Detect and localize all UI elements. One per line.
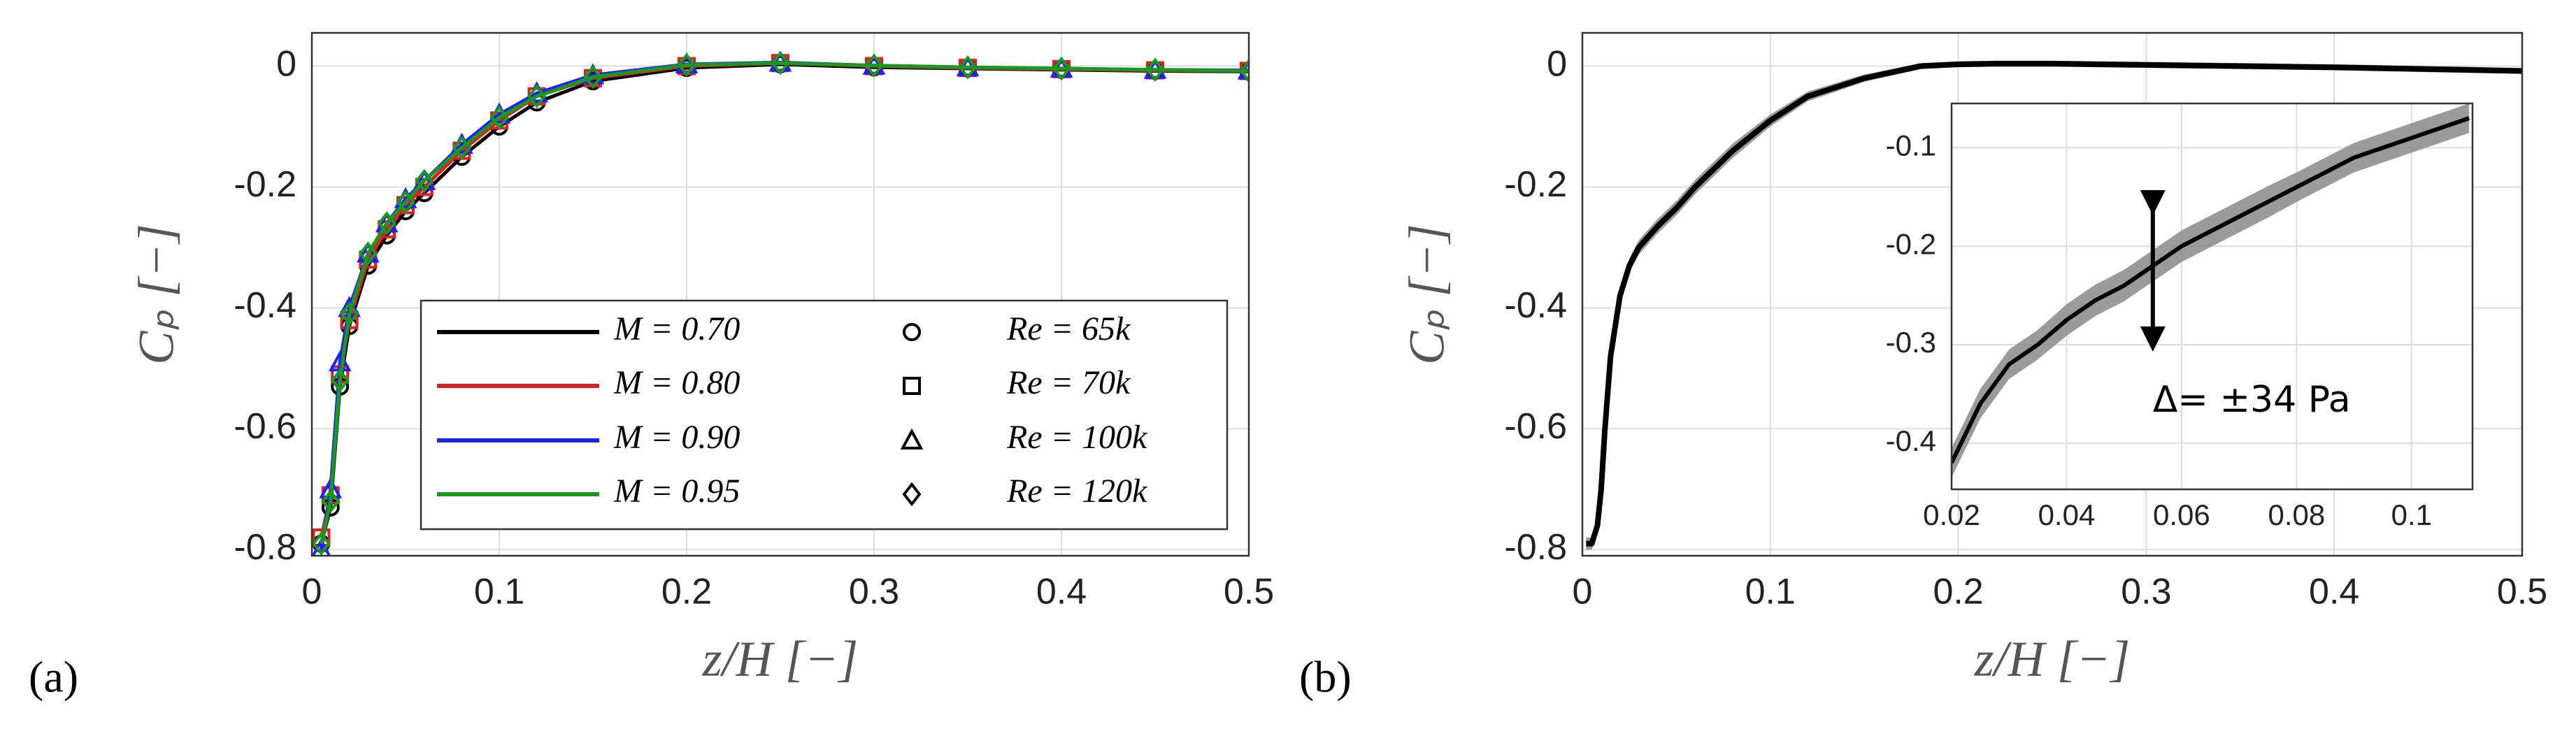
marker	[340, 301, 359, 326]
line	[319, 61, 1249, 545]
x-axis-label: z/H [−]	[702, 631, 859, 687]
x-tick-label: 0.3	[849, 572, 899, 612]
marker	[377, 211, 396, 236]
frame	[1581, 31, 2524, 557]
x-axis-label: z/H [−]	[1974, 631, 2131, 687]
marker	[903, 323, 921, 341]
panel-label: (a)	[29, 652, 78, 702]
chart: 0.02 0.04 0.06 0.08 0.1 -0.4 -0.3 -0.2 -0.1 Δ= ±3…	[1886, 102, 2474, 531]
marker	[330, 368, 350, 393]
legend-label: Re = 100k	[1006, 419, 1148, 456]
legend-label: Re = 65k	[1006, 310, 1131, 347]
y-axis-label: Cₚ [−]	[129, 224, 185, 364]
plot	[1586, 60, 2522, 550]
plot-area	[1952, 103, 2473, 489]
x-tick-label: 0.02	[1923, 498, 1980, 531]
line	[1952, 116, 2470, 464]
marker	[771, 50, 790, 75]
x-tick-label: 0	[1573, 572, 1593, 612]
y-tick-label: -0.8	[234, 527, 296, 568]
panel-label: (b)	[1299, 652, 1352, 702]
chart: 0 0.1 0.2 0.3 0.4 0.5 -0.8 -0.6 -0.4 -0.2 0 z/H [−]…	[29, 31, 1274, 702]
x-tick-label: 0.4	[1036, 572, 1087, 612]
marker	[583, 64, 603, 89]
annotation: Δ= ±34 Pa	[2153, 379, 2351, 421]
marker	[527, 84, 547, 109]
x-tick-label: 0.1	[1745, 572, 1796, 612]
frame	[310, 31, 1250, 557]
marker	[312, 531, 331, 556]
line	[1586, 61, 2522, 547]
x-tick-label: 0.1	[2391, 498, 2432, 531]
y-tick-label: -0.8	[1504, 527, 1567, 568]
marker	[903, 377, 921, 395]
error-band	[1952, 103, 2470, 478]
x-tick-label: 0.2	[661, 572, 712, 612]
x-tick-label: 0.1	[474, 572, 524, 612]
marker	[321, 489, 341, 514]
y-tick-label: -0.6	[234, 406, 296, 447]
legend-label: Re = 70k	[1006, 364, 1131, 401]
x-tick-label: 0.5	[1224, 572, 1274, 612]
y-tick-label: -0.1	[1886, 129, 1936, 161]
marker	[1145, 57, 1165, 82]
x-tick-label: 0.3	[2121, 572, 2171, 612]
y-tick-label: -0.4	[234, 285, 296, 326]
y-tick-label: -0.2	[234, 164, 296, 205]
x-tick-label: 0.04	[2038, 498, 2096, 531]
legend-label: Re = 120k	[1006, 473, 1148, 510]
marker	[396, 189, 415, 215]
y-tick-label: 0	[1547, 43, 1567, 84]
legend: M = 0.70 M = 0.80 M = 0.90 M = 0.95 Re = 65k…	[420, 299, 1229, 531]
plot	[1952, 103, 2470, 478]
x-tick-label: 0.2	[1933, 572, 1983, 612]
y-tick-label: -0.2	[1886, 227, 1936, 260]
x-tick-label: 0.4	[2309, 572, 2359, 612]
marker	[677, 52, 696, 78]
marker	[864, 53, 884, 78]
x-tick-label: 0.08	[2268, 498, 2326, 531]
x-tick-label: 0.5	[2497, 572, 2547, 612]
marker	[452, 136, 471, 160]
y-tick-label: -0.4	[1504, 285, 1567, 326]
marker	[902, 482, 922, 507]
legend-box	[420, 299, 1229, 531]
y-tick-label: -0.3	[1886, 326, 1936, 359]
marker	[358, 241, 378, 266]
marker	[1239, 59, 1249, 83]
legend-label: M = 0.80	[613, 364, 740, 401]
y-tick-label: -0.2	[1504, 164, 1567, 205]
marker	[1052, 56, 1071, 81]
y-axis-label: Cₚ [−]	[1399, 224, 1455, 364]
marker	[415, 168, 434, 194]
marker	[489, 105, 509, 130]
x-tick-label: 0.06	[2153, 498, 2210, 531]
y-tick-label: -0.6	[1504, 406, 1567, 447]
plot	[312, 50, 1249, 556]
y-tick-label: 0	[276, 43, 296, 84]
marker	[958, 55, 978, 80]
marker	[900, 428, 924, 449]
legend-label: M = 0.90	[613, 419, 740, 456]
y-tick-label: -0.4	[1886, 424, 1936, 457]
x-tick-label: 0	[302, 572, 322, 612]
legend-label: M = 0.70	[613, 310, 740, 347]
legend-label: M = 0.95	[613, 473, 740, 510]
frame	[1950, 102, 2474, 491]
